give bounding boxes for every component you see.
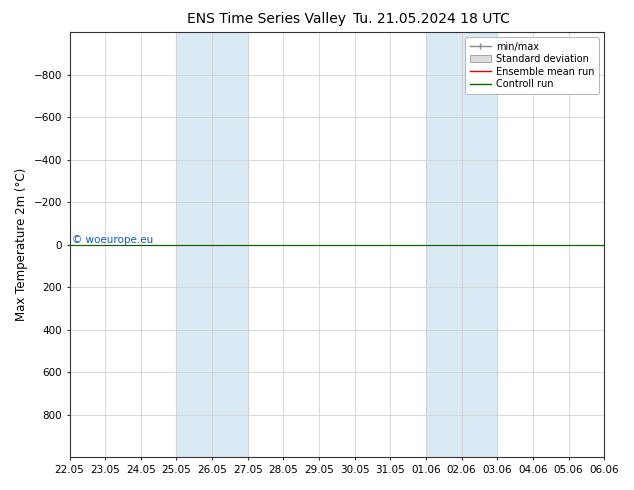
Text: Tu. 21.05.2024 18 UTC: Tu. 21.05.2024 18 UTC [353, 12, 510, 26]
Text: ENS Time Series Valley: ENS Time Series Valley [187, 12, 346, 26]
Y-axis label: Max Temperature 2m (°C): Max Temperature 2m (°C) [15, 168, 28, 321]
Bar [426, 32, 497, 457]
Text: © woeurope.eu: © woeurope.eu [72, 235, 153, 245]
Bar [176, 32, 248, 457]
Legend: min/max, Standard deviation, Ensemble mean run, Controll run: min/max, Standard deviation, Ensemble me… [465, 37, 599, 94]
